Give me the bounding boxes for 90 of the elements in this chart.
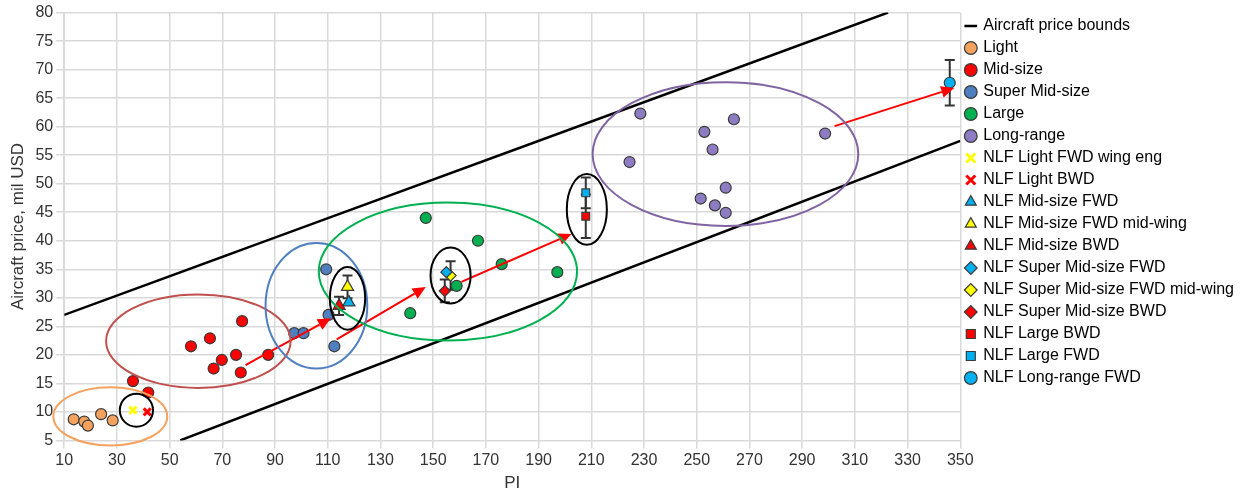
point	[215, 353, 228, 367]
x-axis-title: PI	[504, 473, 521, 493]
x-tick-label: 50	[160, 451, 179, 469]
y-tick-label: 25	[35, 316, 54, 334]
point	[67, 413, 80, 426]
x-tick-label: 270	[736, 451, 763, 469]
point	[719, 206, 732, 219]
x-tick-label: 190	[525, 451, 553, 469]
y-tick-label: 45	[35, 202, 54, 220]
y-tick-label: 40	[35, 231, 54, 249]
legend-label: Light	[983, 38, 1019, 56]
legend-label: NLF Large FWD	[983, 346, 1100, 364]
point	[551, 266, 564, 279]
point	[404, 307, 417, 320]
point	[698, 125, 711, 138]
y-axis-title: Aircraft price, mil USD	[7, 142, 27, 311]
legend-label: NLF Super Mid-size FWD mid-wing	[983, 280, 1235, 298]
x-tick-label: 10	[55, 451, 74, 469]
legend-label: NLF Large BWD	[983, 324, 1101, 342]
legend-label: Long-range	[983, 126, 1066, 144]
x-tick-label: 330	[894, 451, 922, 469]
point	[471, 234, 485, 247]
legend-label: Mid-size	[983, 60, 1043, 78]
point	[623, 155, 636, 169]
point	[207, 362, 220, 375]
legend-label: NLF Light FWD wing eng	[983, 148, 1163, 166]
x-tick-label: 150	[419, 451, 447, 469]
point	[126, 374, 140, 388]
y-tick-label: 20	[35, 345, 54, 363]
x-tick-label: 230	[630, 451, 658, 469]
x-tick-label: 70	[213, 451, 232, 469]
x-tick-label: 290	[788, 451, 816, 469]
point	[184, 340, 198, 353]
point	[818, 127, 832, 140]
point	[236, 315, 249, 328]
legend-label: NLF Mid-size FWD	[983, 192, 1119, 210]
y-tick-label: 10	[35, 402, 54, 420]
point	[229, 348, 243, 361]
legend-label: Super Mid-size	[983, 82, 1091, 100]
point	[694, 192, 707, 205]
point	[438, 284, 451, 298]
point	[727, 113, 740, 126]
point	[95, 408, 108, 421]
point	[81, 419, 95, 432]
legend-label: NLF Mid-size BWD	[983, 236, 1120, 254]
x-tick-label: 90	[266, 451, 285, 469]
point	[320, 263, 333, 276]
legend-label: NLF Super Mid-size BWD	[983, 302, 1167, 320]
point	[706, 143, 719, 156]
point	[719, 181, 732, 194]
y-tick-label: 80	[35, 3, 54, 21]
point	[203, 332, 217, 345]
y-tick-label: 75	[35, 31, 54, 49]
point	[581, 188, 591, 198]
point	[581, 211, 591, 221]
x-tick-label: 110	[315, 451, 341, 469]
x-tick-label: 130	[367, 451, 394, 469]
point	[342, 294, 356, 307]
y-tick-label: 60	[35, 117, 54, 135]
legend-label: NLF Long-range FWD	[983, 368, 1141, 386]
legend-label: NLF Super Mid-size FWD	[983, 258, 1166, 276]
x-tick-label: 310	[841, 451, 869, 469]
y-tick-label: 70	[35, 60, 54, 78]
y-tick-label: 50	[35, 174, 54, 192]
y-tick-label: 55	[35, 145, 54, 163]
x-tick-label: 30	[108, 451, 126, 469]
point	[234, 366, 247, 379]
x-tick-label: 250	[683, 451, 711, 469]
y-tick-label: 15	[35, 373, 54, 391]
point	[328, 340, 341, 353]
legend-label: NLF Mid-size FWD mid-wing	[983, 214, 1187, 232]
legend-label: NLF Light BWD	[983, 170, 1095, 188]
point	[419, 211, 432, 225]
point	[634, 107, 647, 120]
legend-label: Aircraft price bounds	[983, 16, 1131, 34]
y-tick-label: 30	[35, 288, 54, 306]
point	[943, 76, 956, 89]
point	[340, 279, 355, 292]
x-tick-label: 350	[946, 451, 974, 469]
y-tick-label: 35	[35, 259, 54, 277]
x-tick-label: 210	[577, 451, 605, 469]
y-tick-label: 5	[44, 430, 54, 448]
point	[708, 199, 722, 212]
point	[106, 414, 119, 427]
y-tick-label: 65	[35, 88, 54, 106]
point	[142, 406, 153, 417]
x-tick-label: 170	[472, 451, 500, 469]
point	[450, 279, 463, 292]
legend-label: Large	[983, 104, 1025, 122]
point	[440, 266, 453, 279]
